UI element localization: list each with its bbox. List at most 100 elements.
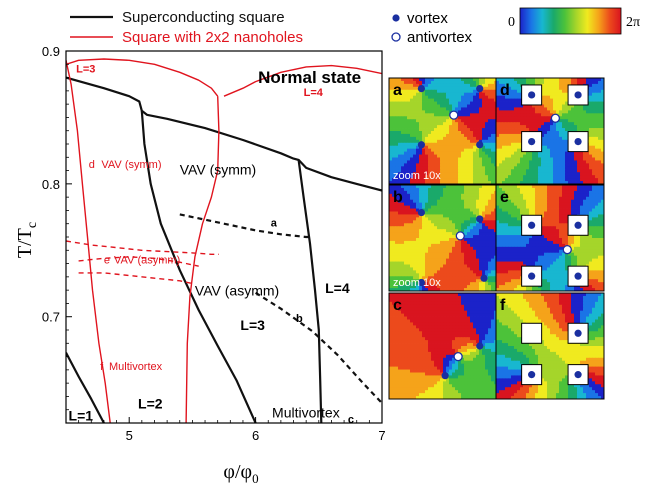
phase-cell [479,307,483,312]
phase-cell [452,187,456,192]
phase-cell [428,136,432,141]
phase-cell [491,119,495,123]
phase-cell [476,133,480,138]
phase-cell [446,267,450,271]
phase-cell [592,95,596,100]
phase-cell [499,80,503,85]
phase-cell [461,226,465,230]
phase-cell [461,273,465,277]
phase-cell [452,214,456,218]
phase-cell [455,246,459,251]
phase-cell [422,372,426,376]
phase-cell [419,261,423,265]
phase-cell [413,205,417,209]
phase-cell [398,346,402,350]
phase-cell [464,133,468,138]
phase-cell [413,310,417,315]
phase-cell [559,119,563,123]
phase-cell [473,264,477,268]
phase-cell [437,396,441,400]
phase-cell [541,125,545,129]
phase-cell [425,199,429,204]
phase-cell [416,169,420,173]
phase-cell [401,169,405,173]
phase-cell [485,181,489,185]
phase-cell [431,211,435,215]
phase-cell [425,351,429,356]
phase-cell [577,113,581,117]
phase-cell [580,110,584,114]
phase-cell [440,107,444,111]
phase-cell [440,357,444,362]
phase-cell [416,372,420,376]
phase-cell [404,122,408,126]
phase-cell [476,384,480,388]
phase-cell [428,145,432,150]
phase-cell [485,166,489,170]
phase-cell [461,279,465,283]
phase-cell [407,310,411,315]
phase-cell [404,196,408,201]
phase-cell [395,396,399,400]
phase-cell [395,110,399,114]
phase-cell [580,78,584,82]
phase-cell [473,295,477,300]
phase-cell [434,384,438,388]
phase-cell [389,282,393,286]
phase-cell [488,369,492,373]
annotation-11: b [296,313,303,325]
phase-cell [452,98,456,102]
phase-cell [476,104,480,108]
phase-cell [491,276,495,280]
phase-cell [395,238,399,242]
phase-cell [449,372,453,376]
phase-cell [505,98,509,102]
phase-cell [488,214,492,218]
phase-cell [464,396,468,400]
phase-cell [413,232,417,236]
phase-cell [482,369,486,373]
phase-cell [461,328,465,332]
phase-cell [464,86,468,91]
phase-cell [476,360,480,365]
phase-cell [428,187,432,192]
antivortex-marker [455,231,465,241]
phase-cell [499,92,503,97]
phase-cell [443,172,447,176]
phase-cell [595,139,599,144]
phase-cell [476,378,480,382]
phase-cell [425,301,429,306]
phase-cell [541,151,545,155]
phase-cell [455,125,459,129]
phase-cell [455,181,459,185]
phase-cell [437,83,441,88]
phase-cell [410,258,414,262]
phase-cell [485,378,489,382]
phase-cell [491,325,495,329]
phase-cell [428,169,432,173]
phase-cell [434,261,438,265]
phase-cell [425,295,429,300]
phase-cell [389,293,393,297]
phase-cell [437,89,441,94]
phase-cell [431,334,435,338]
phase-cell [398,86,402,91]
phase-cell [461,185,465,189]
phase-cell [416,160,420,164]
phase-cell [568,151,572,155]
phase-cell [401,226,405,230]
phase-cell [446,86,450,91]
phase-cell [589,107,593,111]
phase-cell [425,139,429,144]
phase-cell [401,270,405,274]
phase-cell [416,298,420,303]
phase-cell [467,116,471,120]
phase-cell [440,136,444,141]
phase-cell [535,119,539,123]
phase-cell [419,366,423,370]
phase-cell [434,226,438,230]
phase-cell [425,293,429,297]
phase-cell [452,80,456,85]
phase-cell [407,372,411,376]
phase-cell [446,92,450,97]
